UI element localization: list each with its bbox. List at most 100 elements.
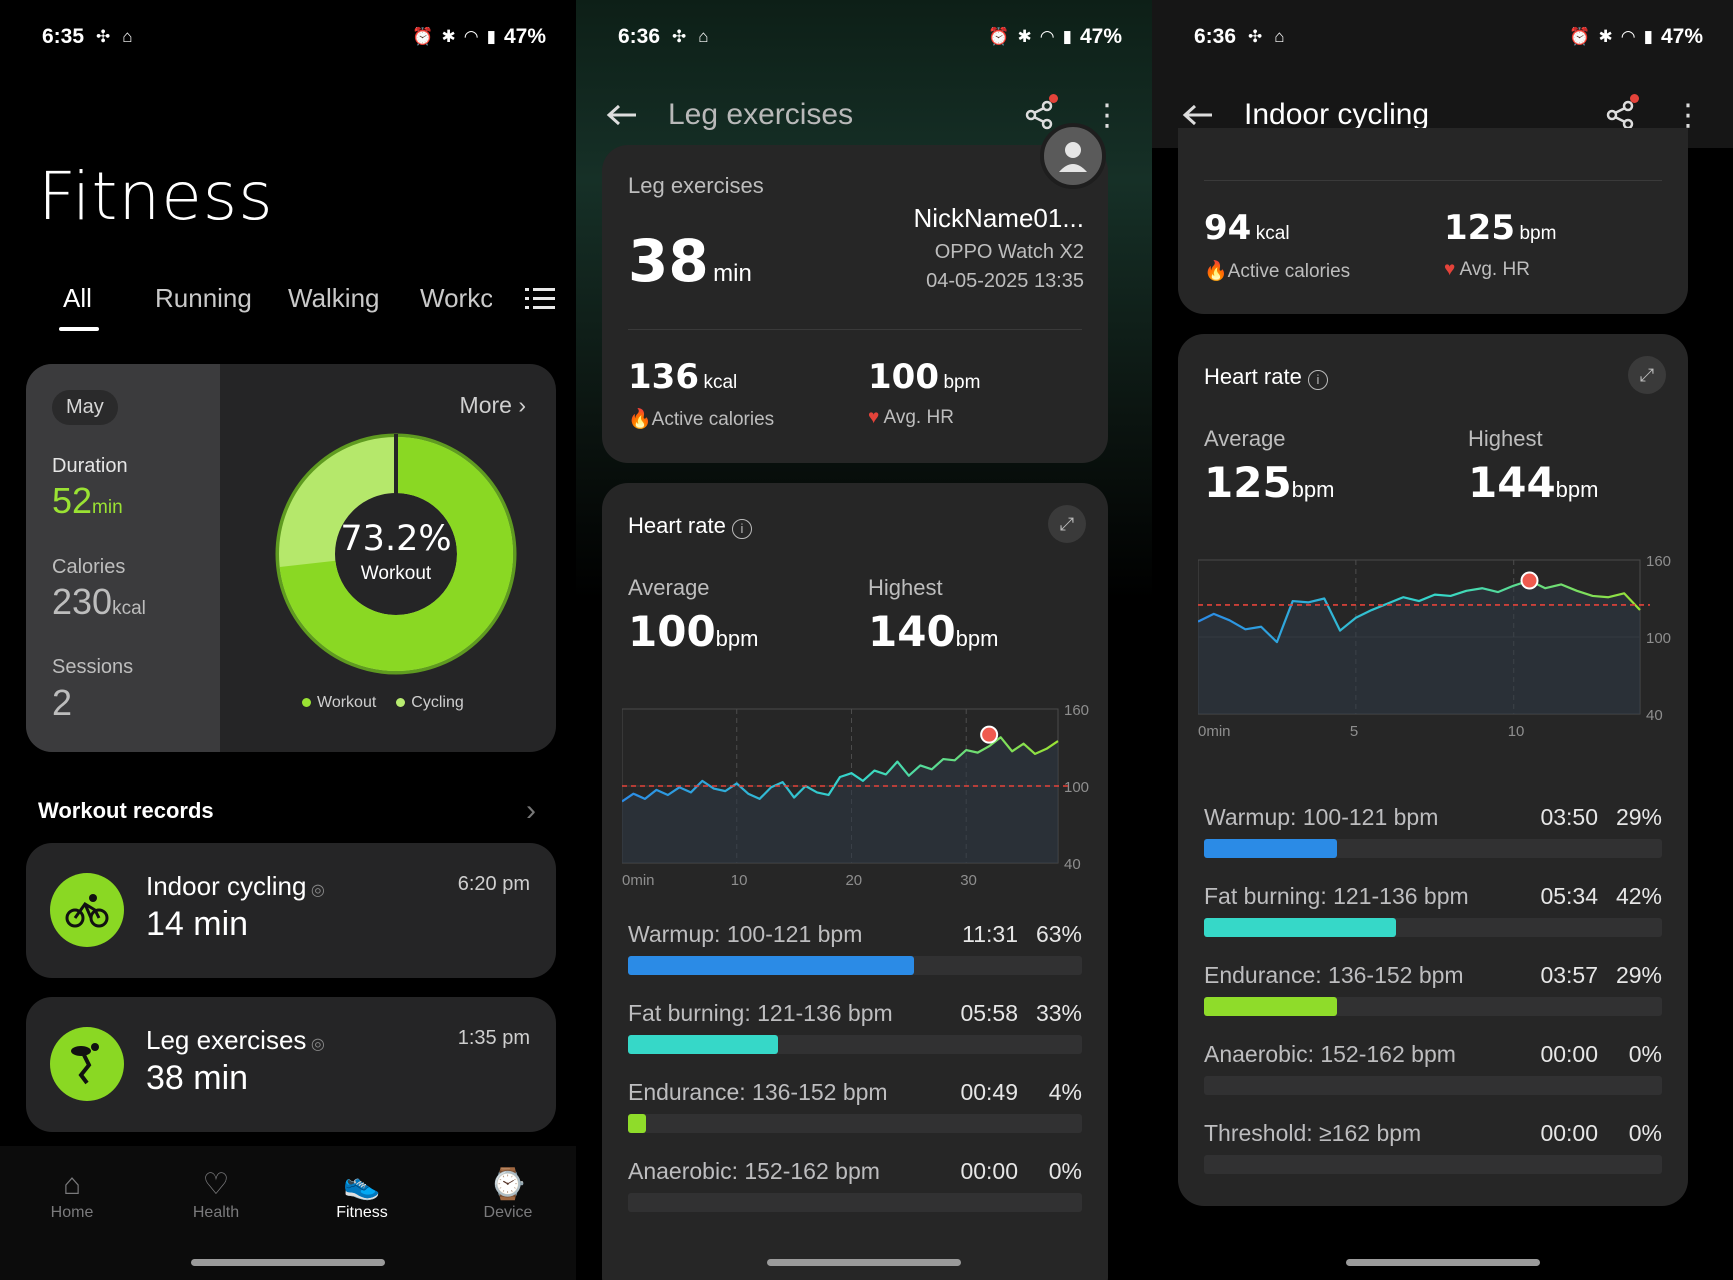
tab-workout[interactable]: Workc xyxy=(420,283,492,313)
share-icon[interactable] xyxy=(1605,94,1639,130)
wifi-icon: ◠ xyxy=(1620,27,1636,46)
leg-exercises-screen: 6:36 ✣ ⌂ ⏰ ✱ ◠ ▮ 47% Leg exercises ⋮ Leg… xyxy=(576,0,1152,1280)
more-link[interactable]: More › xyxy=(459,392,526,418)
info-icon[interactable]: i xyxy=(1307,370,1328,390)
flame-icon: 🔥 xyxy=(628,409,652,430)
record-time: 6:20 pm xyxy=(457,873,530,895)
zone-row: Anaerobic: 152-162 bpm 00:00 0% xyxy=(1204,1041,1662,1095)
zone-stats: 00:49 4% xyxy=(960,1079,1082,1106)
zone-header: Anaerobic: 152-162 bpm 00:00 0% xyxy=(1204,1041,1662,1068)
record-name: Indoor cycling ◎ xyxy=(146,871,325,901)
legend-cycling: Cycling xyxy=(396,694,464,712)
nav-device[interactable]: ⌚ Device xyxy=(436,1167,576,1222)
duration-value: 38 min xyxy=(628,227,752,295)
zone-header: Fat burning: 121-136 bpm 05:58 33% xyxy=(628,1000,1082,1027)
zone-bar-fill xyxy=(1204,997,1337,1016)
header-bar xyxy=(1152,0,1733,148)
x-tick-label: 0min xyxy=(622,872,655,889)
zone-header: Endurance: 136-152 bpm 00:49 4% xyxy=(628,1079,1082,1106)
ring-legend: Workout Cycling xyxy=(302,694,464,712)
device-name: OPPO Watch X2 xyxy=(934,241,1084,263)
more-options-icon[interactable]: ⋮ xyxy=(1092,98,1122,132)
zone-percent: 29% xyxy=(1615,804,1662,830)
home-indicator xyxy=(1345,1259,1540,1266)
expand-icon[interactable]: ⤢ xyxy=(1048,505,1086,543)
battery-level: 47% xyxy=(1660,25,1703,48)
workout-records-chevron-icon[interactable]: › xyxy=(526,794,536,827)
nav-health[interactable]: ♡ Health xyxy=(144,1167,288,1222)
fan-icon: ✣ xyxy=(672,27,687,46)
y-tick-label: 160 xyxy=(1646,553,1671,570)
bluetooth-icon: ✱ xyxy=(441,27,456,46)
legend-workout: Workout xyxy=(302,694,376,712)
chart-area-fill xyxy=(1198,580,1640,714)
divider xyxy=(628,329,1082,330)
zone-stats: 11:31 63% xyxy=(962,921,1082,948)
kcal-value: 136 kcal xyxy=(628,357,738,397)
user-icon xyxy=(1059,142,1087,172)
zone-row: Endurance: 136-152 bpm 03:57 29% xyxy=(1204,962,1662,1016)
tab-all[interactable]: All xyxy=(59,283,99,331)
nav-fitness[interactable]: 👟 Fitness xyxy=(290,1167,434,1222)
y-tick-label: 100 xyxy=(1064,779,1089,796)
avatar[interactable] xyxy=(1040,123,1106,189)
monthly-summary-card[interactable]: May Duration 52min Calories 230kcal Sess… xyxy=(26,364,556,752)
alarm-icon: ⏰ xyxy=(412,27,434,46)
more-options-icon[interactable]: ⋮ xyxy=(1673,98,1703,132)
status-bar: 6:35 ✣ ⌂ ⏰ ✱ ◠ ▮ 47% xyxy=(42,22,546,52)
back-arrow-icon[interactable] xyxy=(606,103,638,127)
zone-label: Threshold: ≥162 bpm xyxy=(1204,1120,1422,1146)
y-tick-label: 40 xyxy=(1646,707,1663,724)
zone-header: Fat burning: 121-136 bpm 05:34 42% xyxy=(1204,883,1662,910)
zone-label: Anaerobic: 152-162 bpm xyxy=(1204,1041,1456,1067)
max-point-marker xyxy=(1520,571,1539,590)
zone-row: Warmup: 100-121 bpm 03:50 29% xyxy=(1204,804,1662,858)
bike-icon xyxy=(50,873,124,947)
zone-bar-fill xyxy=(1204,839,1337,858)
zone-bar-track xyxy=(1204,1155,1662,1174)
record-name: Leg exercises ◎ xyxy=(146,1025,325,1055)
tab-walking[interactable]: Walking xyxy=(288,283,380,313)
list-menu-icon[interactable] xyxy=(525,286,555,319)
zone-row: Anaerobic: 152-162 bpm 00:00 0% xyxy=(628,1158,1082,1212)
heart-rate-zones: Warmup: 100-121 bpm 11:31 63% Fat burning: … xyxy=(628,921,1082,1280)
share-icon[interactable] xyxy=(1024,94,1058,130)
heart-rate-zones: Warmup: 100-121 bpm 03:50 29% Fat burning: … xyxy=(1204,804,1662,1204)
zone-label: Warmup: 100-121 bpm xyxy=(628,921,863,947)
zone-percent: 33% xyxy=(1035,1000,1082,1026)
header-title: Indoor cycling xyxy=(1244,98,1430,131)
record-indoor-cycling[interactable]: Indoor cycling ◎ 14 min 6:20 pm xyxy=(26,843,556,978)
zone-time: 05:34 xyxy=(1540,883,1598,909)
nav-home[interactable]: ⌂ Home xyxy=(0,1168,144,1222)
bluetooth-icon: ✱ xyxy=(1598,27,1613,46)
home-icon: ⌂ xyxy=(62,1168,82,1201)
info-icon[interactable]: i xyxy=(731,519,752,539)
highest-label: Highest xyxy=(1468,426,1543,451)
category-tabs: All Running Walking Workc xyxy=(0,283,576,333)
zone-time: 00:49 xyxy=(960,1079,1018,1105)
bluetooth-icon: ✱ xyxy=(1017,27,1032,46)
zone-row: Threshold: ≥162 bpm 00:00 0% xyxy=(1204,1120,1662,1174)
watch-icon: ◎ xyxy=(306,882,325,899)
kcal-label: 🔥Active calories xyxy=(1204,261,1351,282)
battery-level: 47% xyxy=(503,25,546,48)
tab-running[interactable]: Running xyxy=(155,283,252,313)
calories-label: Calories xyxy=(52,556,126,578)
zone-label: Anaerobic: 152-162 bpm xyxy=(628,1158,880,1184)
bottom-nav xyxy=(0,1146,576,1280)
flame-icon: 🔥 xyxy=(1204,261,1228,282)
workout-summary-card: Leg exercises 38 min NickName01... OPPO … xyxy=(602,123,1108,463)
record-leg-exercises[interactable]: Leg exercises ◎ 38 min 1:35 pm xyxy=(26,997,556,1132)
zone-time: 11:31 xyxy=(962,921,1018,947)
chevron-right-icon: › xyxy=(511,392,526,418)
zone-bar-fill xyxy=(628,956,915,975)
zone-percent: 42% xyxy=(1615,883,1662,909)
summary-title: Leg exercises xyxy=(628,173,764,198)
expand-icon[interactable]: ⤢ xyxy=(1628,356,1666,394)
heart-rate-line xyxy=(1198,579,1641,644)
zone-percent: 63% xyxy=(1035,921,1082,947)
month-badge[interactable]: May xyxy=(52,390,118,425)
back-arrow-icon[interactable] xyxy=(1182,103,1214,127)
alarm-icon: ⏰ xyxy=(1569,27,1591,46)
x-tick-label: 5 xyxy=(1350,723,1358,740)
